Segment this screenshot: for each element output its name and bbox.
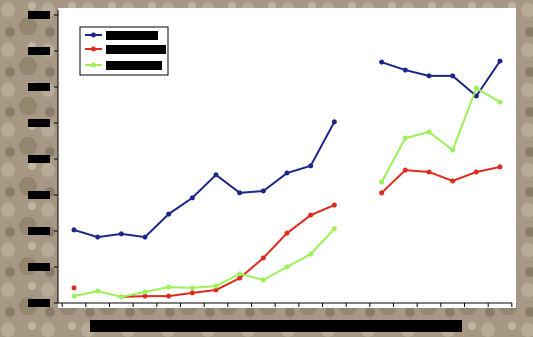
series-point (379, 190, 385, 196)
y-tick-label-redacted (28, 11, 50, 19)
series-point (189, 285, 195, 291)
series-point (118, 294, 124, 300)
y-tick-label-redacted (28, 263, 50, 271)
series-point (142, 293, 148, 299)
series-point (331, 202, 337, 208)
series-point (213, 283, 219, 289)
y-tick-label-redacted (28, 119, 50, 127)
legend-marker (91, 46, 96, 52)
legend-marker (91, 62, 96, 68)
series-point (95, 288, 101, 294)
series-point (426, 129, 432, 135)
series-point (473, 93, 479, 99)
series-point (118, 231, 124, 237)
series-point (71, 293, 77, 299)
series-point (166, 293, 172, 299)
series-point (237, 275, 243, 281)
series-point (497, 164, 503, 170)
y-tick-label-redacted (28, 227, 50, 235)
series-point (237, 190, 243, 196)
series-point (284, 264, 290, 270)
y-tick-label-redacted (28, 155, 50, 163)
series-point (473, 169, 479, 175)
series-line (73, 228, 336, 298)
legend-label-redacted (106, 61, 162, 70)
series-point (95, 234, 101, 240)
y-tick-label-redacted (28, 299, 50, 307)
legend-label-redacted (106, 45, 166, 54)
series-point (450, 73, 456, 79)
series-point (237, 271, 243, 277)
series-point (189, 290, 195, 296)
series-point (497, 58, 503, 64)
legend-label-redacted (106, 31, 158, 40)
series-point (426, 73, 432, 79)
series-point (71, 285, 77, 291)
series-point (284, 170, 290, 176)
series-point (284, 230, 290, 236)
series-point (379, 59, 385, 65)
series-point (450, 178, 456, 184)
series-point (450, 147, 456, 153)
series-point (142, 289, 148, 295)
series-point (402, 135, 408, 141)
series-line (73, 121, 336, 239)
series-point (379, 179, 385, 185)
series-point (331, 226, 337, 232)
series-point (166, 284, 172, 290)
series-point (331, 119, 337, 125)
series-point (497, 99, 503, 105)
y-tick-label-redacted (28, 83, 50, 91)
series-point (71, 227, 77, 233)
series-point (402, 167, 408, 173)
series-point (260, 277, 266, 283)
series-point (213, 287, 219, 293)
y-tick-label-redacted (28, 191, 50, 199)
series-point (426, 169, 432, 175)
series-point (213, 172, 219, 178)
series-line (380, 86, 501, 183)
series-point (260, 255, 266, 261)
series-point (402, 67, 408, 73)
series-point (142, 234, 148, 240)
series-point (260, 188, 266, 194)
series-line (121, 204, 335, 298)
x-axis-title-redacted (90, 320, 462, 332)
series-point (308, 251, 314, 257)
series-point (308, 163, 314, 169)
legend-marker (91, 32, 96, 38)
series-point (166, 211, 172, 217)
series-point (308, 212, 314, 218)
y-tick-label-redacted (28, 47, 50, 55)
series-point (473, 85, 479, 91)
series-line (380, 165, 501, 194)
series-point (189, 195, 195, 201)
